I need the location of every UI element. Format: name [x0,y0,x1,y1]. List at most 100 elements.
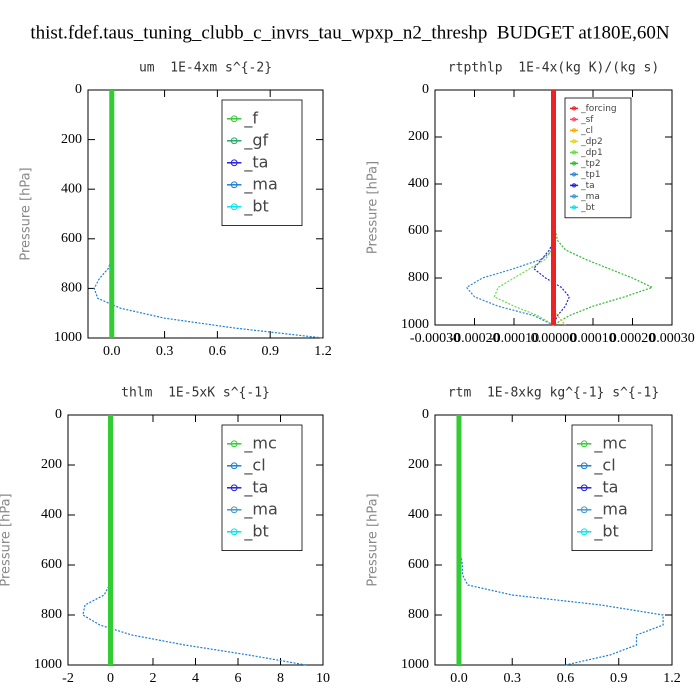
x-tick-label: 0.3 [503,671,521,686]
x-tick-label: -0.00020 [449,331,499,346]
x-tick-label: -0.00010 [489,331,539,346]
legend-marker [230,440,238,448]
panel-title: rtm 1E-8xkg kg^{-1} s^{-1} [448,386,659,401]
legend-label: _f [243,108,258,128]
legend-label: _gf [243,130,268,150]
legend-marker [230,137,238,145]
panel-title: thlm 1E-5xK s^{-1} [121,386,270,401]
y-axis-label: Pressure [hPa] [19,167,34,260]
legend-label: _dp2 [580,137,603,147]
legend-label: _bt [243,196,268,216]
legend-marker [571,139,577,144]
y-tick-label: 400 [408,176,429,191]
y-tick-label: 800 [41,607,62,622]
y-axis-label: Pressure [hPa] [366,161,381,254]
y-tick-label: 1000 [401,317,429,332]
y-tick-label: 200 [61,132,82,147]
legend-label: _ma [580,192,600,202]
x-tick-label: 0.9 [261,344,279,359]
legend-marker [571,205,577,210]
y-tick-label: 400 [408,507,429,522]
figure-title: thist.fdef.taus_tuning_clubb_c_invrs_tau… [30,22,670,43]
panel-title: um 1E-4xm s^{-2} [139,61,272,76]
x-tick-label: 8 [277,671,284,686]
plot-frame [434,414,673,666]
y-tick-label: 0 [422,82,429,97]
legend-marker [230,462,238,470]
x-tick-label: 4 [192,671,199,686]
legend-marker [571,128,577,133]
legend-label: _ma [243,174,277,194]
legend-label: _ma [243,499,277,519]
y-tick-label: 200 [408,457,429,472]
y-tick-label: 400 [61,181,82,196]
legend-marker [571,106,577,111]
legend-marker [580,484,588,492]
legend-marker [230,528,238,536]
y-tick-label: 600 [408,223,429,238]
y-tick-label: 0 [422,407,429,422]
legend-marker [571,150,577,155]
x-tick-label: 0 [107,671,114,686]
x-tick-label: 1.2 [663,671,681,686]
x-tick-label: 0.0 [450,671,468,686]
legend-marker [230,484,238,492]
y-tick-label: 0 [55,407,62,422]
legend-label: _mc [243,433,276,453]
legend-marker [580,440,588,448]
x-tick-label: -2 [62,671,74,686]
legend-label: _ma [593,499,627,519]
x-tick-label: 0.6 [557,671,575,686]
x-tick-label: 6 [235,671,242,686]
legend-label: _bt [593,521,618,541]
y-tick-label: 600 [41,557,62,572]
legend-marker [571,117,577,122]
legend-marker [580,462,588,470]
x-tick-label: 0.00010 [570,331,616,346]
legend-marker [230,159,238,167]
y-tick-label: 1000 [34,657,62,672]
x-tick-label: 0.9 [610,671,628,686]
series-line [493,90,555,326]
legend-label: _cl [580,126,593,136]
y-tick-label: 1000 [401,657,429,672]
x-tick-label: 1.2 [314,344,332,359]
legend-label: _dp1 [580,148,603,158]
legend-label: _sf [580,115,594,125]
legend-label: _cl [593,455,615,475]
legend-label: _mc [593,433,626,453]
x-tick-label: 0.6 [209,344,227,359]
legend-marker [571,172,577,177]
legend-marker [230,506,238,514]
legend-marker [580,506,588,514]
y-tick-label: 400 [41,507,62,522]
legend-label: _ta [580,181,595,191]
legend-marker [571,183,577,188]
legend-marker [571,161,577,166]
y-axis-label: Pressure [hPa] [366,493,381,586]
x-tick-label: 0.00030 [649,331,695,346]
legend-label: _ta [243,477,268,497]
x-tick-label: -0.00030 [410,331,460,346]
legend-label: _forcing [580,104,617,114]
x-tick-label: 0.0 [103,344,121,359]
legend-label: _cl [243,455,265,475]
x-tick-label: 0.3 [156,344,174,359]
y-tick-label: 600 [61,231,82,246]
plot-frame [87,89,324,339]
legend-marker [571,194,577,199]
x-tick-label: 10 [316,671,330,686]
legend-label: _ta [593,477,618,497]
legend-label: _bt [243,521,268,541]
legend-label: _tp1 [580,170,600,180]
x-tick-label: 0.00000 [531,331,577,346]
y-tick-label: 200 [41,457,62,472]
x-tick-label: 0.00020 [610,331,656,346]
legend-marker [230,203,238,211]
y-tick-label: 800 [61,281,82,296]
legend-label: _bt [580,203,595,213]
series-line [465,90,555,326]
y-tick-label: 1000 [54,330,82,345]
y-tick-label: 800 [408,270,429,285]
x-tick-label: 2 [150,671,157,686]
